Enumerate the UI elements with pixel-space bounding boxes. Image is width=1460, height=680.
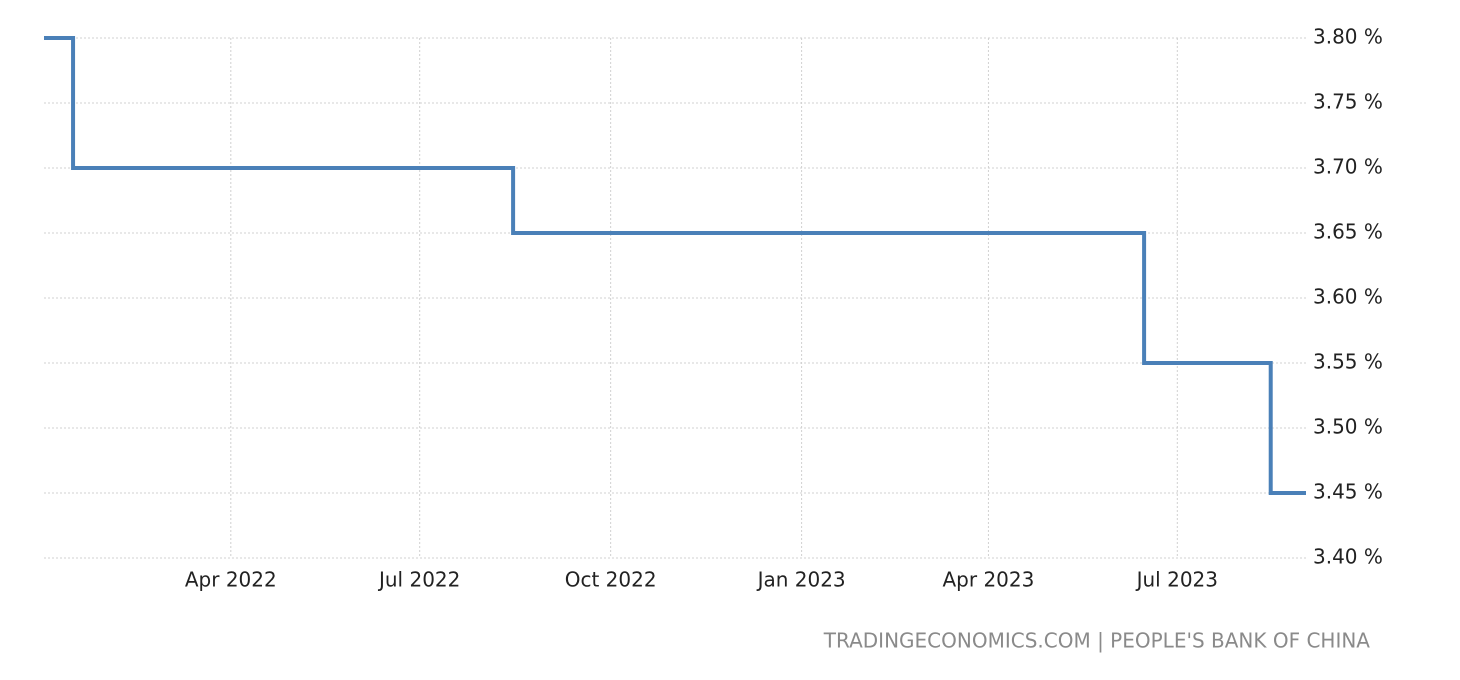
y-tick-label: 3.55 % bbox=[1313, 350, 1383, 374]
source: TRADINGECONOMICS.COM | PEOPLE'S BANK OF … bbox=[823, 629, 1371, 653]
y-tick-label: 3.65 % bbox=[1313, 220, 1383, 244]
y-tick-label: 3.75 % bbox=[1313, 90, 1383, 114]
y-tick-label: 3.50 % bbox=[1313, 415, 1383, 439]
x-tick-label: Apr 2023 bbox=[942, 568, 1034, 592]
x-tick-label: Jul 2023 bbox=[1135, 568, 1218, 592]
data-line bbox=[44, 36, 1306, 495]
y-tick-label: 3.70 % bbox=[1313, 155, 1383, 179]
y-tick-label: 3.80 % bbox=[1313, 25, 1383, 49]
y-tick-label: 3.60 % bbox=[1313, 285, 1383, 309]
x-tick-label: Jul 2022 bbox=[377, 568, 460, 592]
x-tick-label: Oct 2022 bbox=[565, 568, 657, 592]
y-tick-label: 3.45 % bbox=[1313, 480, 1383, 504]
x-tick-label: Jan 2023 bbox=[756, 568, 846, 592]
y-tick-label: 3.40 % bbox=[1313, 545, 1383, 569]
x-tick-label: Apr 2022 bbox=[185, 568, 277, 592]
